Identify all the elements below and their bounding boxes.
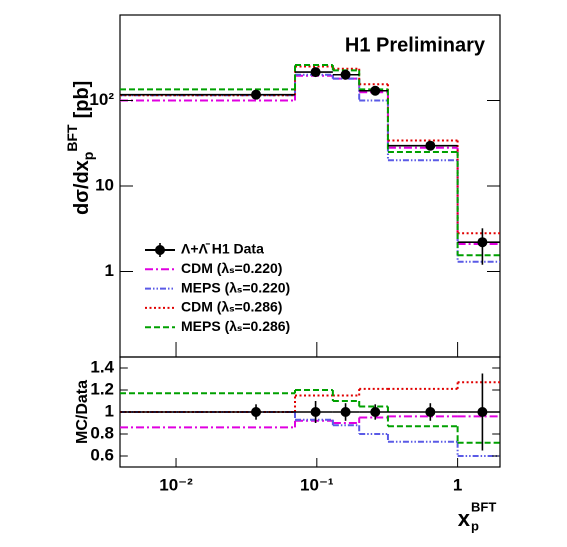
data-point bbox=[425, 407, 436, 417]
x-tick-label: 10⁻¹ bbox=[300, 475, 334, 494]
data-point bbox=[370, 85, 381, 96]
y-tick-label: 0.8 bbox=[90, 423, 114, 442]
label-part: p bbox=[80, 152, 96, 161]
y-tick-label: 1 bbox=[105, 261, 114, 280]
data-point bbox=[477, 407, 488, 417]
legend-label: CDM (λₛ=0.286) bbox=[181, 299, 282, 315]
legend-marker bbox=[155, 245, 165, 255]
data-point bbox=[340, 69, 351, 80]
data-point bbox=[251, 89, 262, 100]
x-axis-label: x bbox=[458, 506, 471, 531]
ratio-y-label: MC/Data bbox=[74, 380, 91, 444]
label-part: dσ/dx bbox=[71, 160, 93, 215]
x-tick-label: 1 bbox=[453, 475, 462, 494]
data-point bbox=[340, 407, 351, 417]
label-part: [pb] bbox=[71, 81, 93, 119]
legend-label: CDM (λₛ=0.220) bbox=[181, 260, 282, 276]
y-tick-label: 0.6 bbox=[90, 445, 114, 464]
x-axis-label: p bbox=[471, 518, 479, 533]
data-point bbox=[251, 407, 262, 417]
legend-label: MEPS (λₛ=0.220) bbox=[181, 279, 290, 295]
x-axis-label: BFT bbox=[471, 499, 496, 514]
legend-label: MEPS (λₛ=0.286) bbox=[181, 318, 290, 334]
annotation: H1 Preliminary bbox=[345, 34, 486, 56]
data-point bbox=[370, 407, 381, 417]
legend-label: Λ+Λ̄ H1 Data bbox=[181, 241, 264, 257]
y-tick-label: 1.2 bbox=[90, 379, 114, 398]
y-tick-label: 1 bbox=[105, 401, 114, 420]
data-point bbox=[477, 237, 488, 248]
data-point bbox=[310, 407, 321, 417]
data-point bbox=[310, 67, 321, 78]
x-tick-label: 10⁻² bbox=[159, 475, 193, 494]
y-tick-label: 10 bbox=[95, 175, 114, 194]
y-axis-label: dσ/dxpBFT [pb] bbox=[64, 81, 96, 215]
data-point bbox=[425, 140, 436, 151]
y-tick-label: 10² bbox=[89, 90, 114, 109]
label-part: BFT bbox=[64, 124, 80, 152]
plot-area bbox=[120, 373, 500, 457]
y-tick-label: 1.4 bbox=[90, 357, 114, 376]
plot-area bbox=[120, 64, 500, 265]
